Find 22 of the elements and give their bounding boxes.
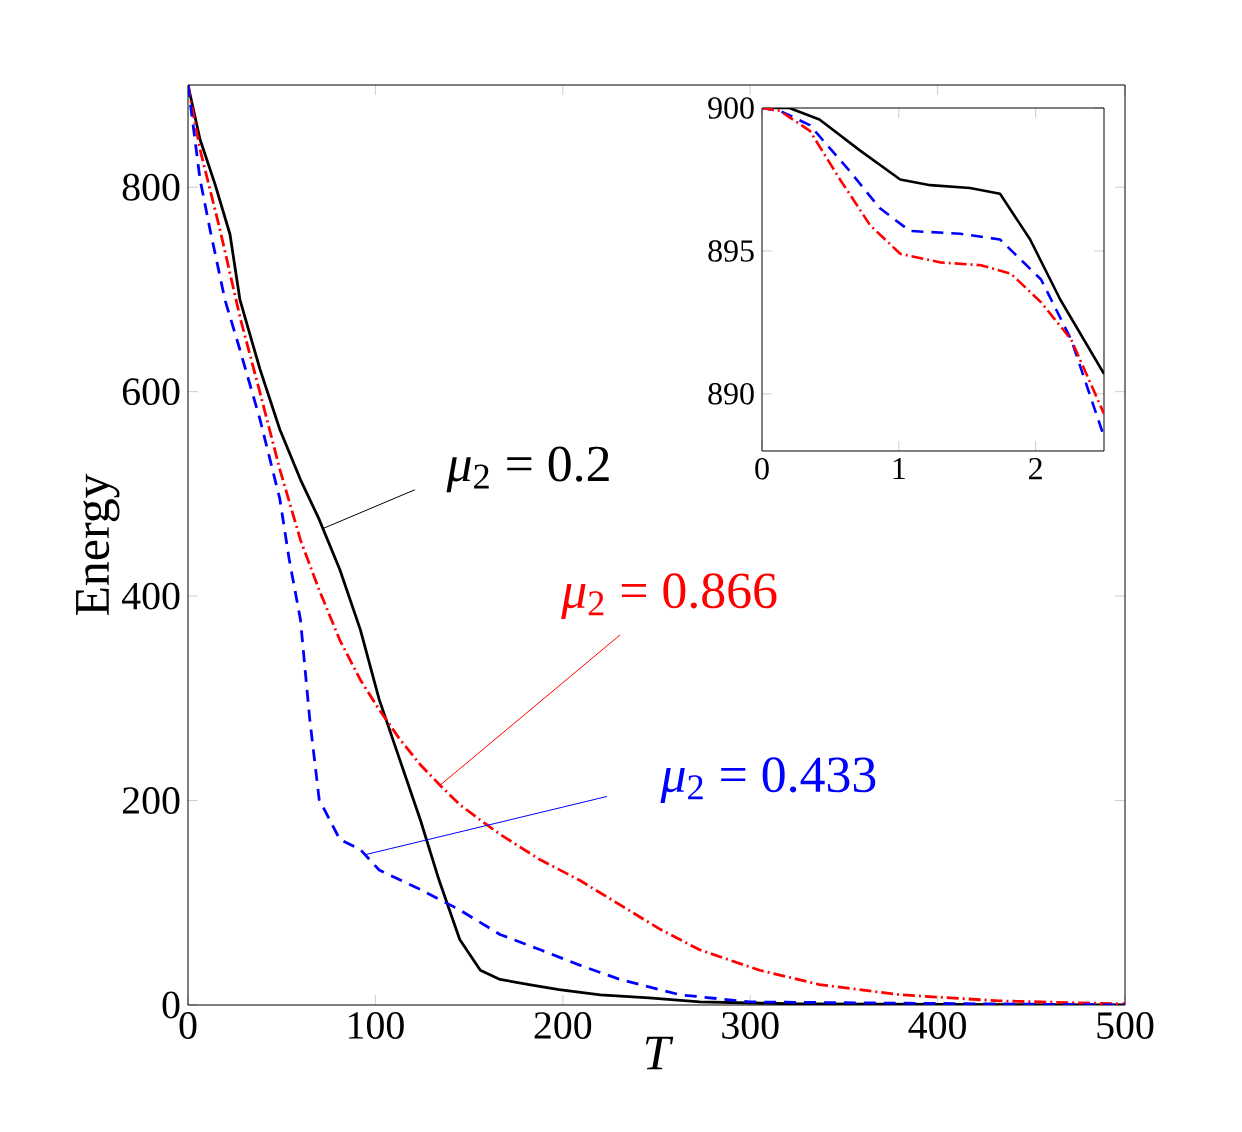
x-tick-label: 400: [908, 1012, 966, 1039]
y-axis-title: Energy: [76, 473, 120, 616]
text: μ$_{2}$ = 0.2: [446, 446, 609, 493]
x-tick-label: 0: [179, 1012, 197, 1039]
x-tick-label: 0: [755, 458, 769, 480]
y-tick-label: 200: [122, 787, 180, 814]
y-tick-label: 895: [708, 240, 754, 262]
y-tick-label: 890: [708, 383, 754, 405]
x-tick-label: 1: [893, 458, 905, 480]
y-tick-label: 600: [122, 378, 180, 406]
x-tick-label: 200: [534, 1012, 592, 1039]
text: μ$_{2}$ = 0.433: [660, 757, 876, 803]
x-tick-label: 300: [722, 1012, 779, 1039]
y-tick-label: 0: [162, 991, 180, 1019]
y-tick-label: 900: [708, 97, 754, 119]
text: μ$_{2}$ = 0.866: [561, 573, 777, 619]
y-tick-label: 400: [121, 582, 180, 610]
y-tick-label: 800: [122, 173, 180, 201]
x-tick-label: 500: [1097, 1012, 1154, 1039]
x-tick-label: 2: [1029, 458, 1042, 480]
x-tick-label: 100: [349, 1012, 404, 1039]
x-axis-title: T: [645, 1036, 674, 1070]
